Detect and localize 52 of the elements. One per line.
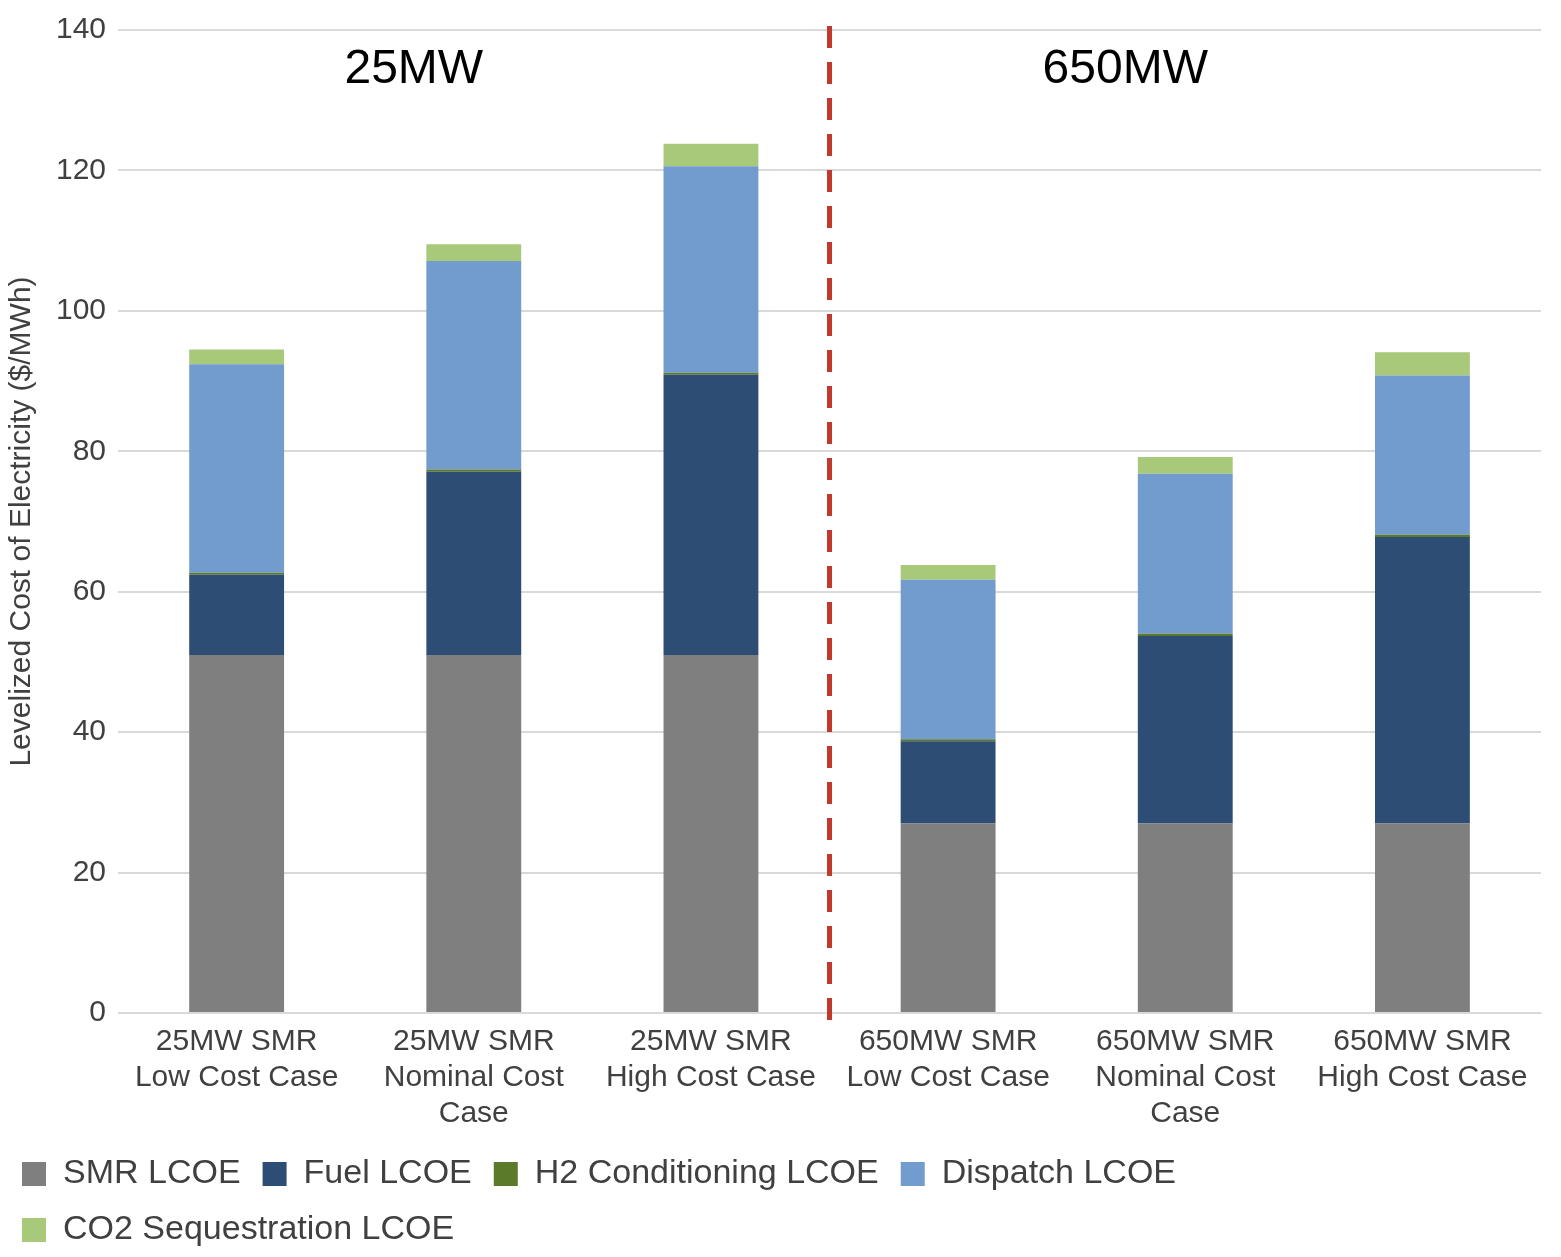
bar	[1374, 536, 1470, 824]
bar	[663, 654, 759, 1012]
y-tick-label: 0	[89, 994, 107, 1028]
x-tick-label: 650MW SMR Nominal Cost Case	[1095, 1023, 1276, 1129]
bar	[663, 166, 759, 373]
bar	[1137, 823, 1233, 1012]
bar	[900, 823, 996, 1012]
bar	[189, 574, 285, 655]
bar	[1374, 352, 1470, 376]
y-tick-label: 60	[72, 572, 107, 606]
bar	[426, 471, 522, 655]
legend-label: H2 Conditioning LCOE	[534, 1152, 879, 1191]
x-tick-label: 25MW SMR Nominal Cost Case	[383, 1023, 565, 1129]
y-axis-title: Levelized Cost of Electricity ($/MWh)	[3, 276, 37, 767]
bar	[663, 374, 759, 655]
bar	[900, 579, 996, 740]
bar	[426, 244, 522, 262]
legend-label: Fuel LCOE	[303, 1152, 472, 1191]
bar	[189, 654, 285, 1012]
x-tick-label: 650MW SMR Low Cost Case	[846, 1023, 1050, 1093]
annotation: 25MW	[344, 40, 484, 94]
x-tick-label: 25MW SMR Low Cost Case	[134, 1023, 339, 1093]
legend-label: SMR LCOE	[63, 1152, 241, 1191]
bar	[900, 565, 996, 580]
bar	[1374, 823, 1470, 1012]
legend-label: CO2 Sequestration LCOE	[63, 1208, 455, 1247]
y-tick-label: 80	[72, 432, 107, 466]
bar	[426, 654, 522, 1012]
bar	[189, 572, 285, 575]
bar	[1137, 635, 1233, 824]
x-tick-label: 25MW SMR High Cost Case	[605, 1023, 816, 1093]
bar	[1137, 473, 1233, 634]
x-tick-label: 650MW SMR High Cost Case	[1317, 1023, 1528, 1093]
bar	[900, 741, 996, 824]
bar	[426, 261, 522, 470]
y-tick-label: 140	[55, 11, 107, 45]
bar	[189, 364, 285, 573]
y-tick-label: 40	[72, 713, 107, 747]
y-tick-label: 20	[72, 853, 107, 887]
bar	[900, 739, 996, 742]
bar	[426, 469, 522, 472]
y-tick-label: 120	[55, 151, 107, 185]
bar	[1374, 375, 1470, 535]
bar	[189, 349, 285, 365]
y-tick-label: 100	[55, 292, 107, 326]
bar	[1137, 633, 1233, 636]
legend-label: Dispatch LCOE	[941, 1152, 1177, 1191]
bar	[663, 143, 759, 167]
bar	[663, 372, 759, 375]
bar	[1374, 534, 1470, 537]
bar	[1137, 456, 1233, 474]
annotation: 650MW	[1042, 40, 1209, 94]
